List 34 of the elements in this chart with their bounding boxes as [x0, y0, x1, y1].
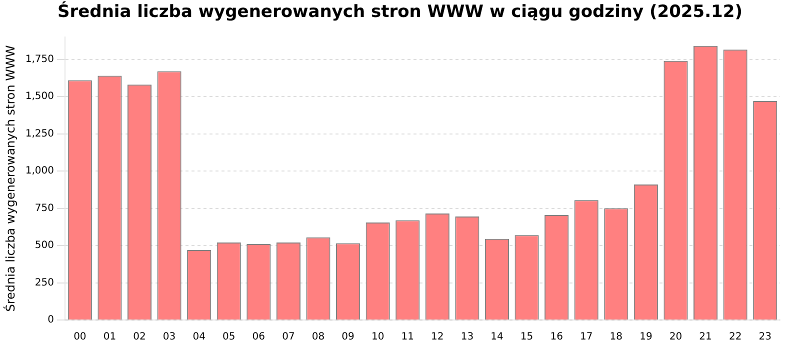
x-tick-label: 18	[610, 332, 623, 343]
x-tick-label: 02	[133, 332, 146, 343]
x-tick-label: 09	[342, 332, 354, 343]
x-tick-label: 22	[728, 332, 742, 343]
x-tick-label: 15	[520, 332, 534, 343]
x-tick-label: 01	[103, 332, 116, 343]
x-tick-label: 20	[669, 332, 682, 343]
x-tick-label: 19	[640, 332, 652, 343]
x-tick-label: 03	[162, 332, 176, 343]
x-tick-label: 08	[312, 332, 325, 343]
x-tick-label: 00	[74, 332, 86, 343]
y-axis-title: Średnia liczba wygenerowanych stron WWW	[2, 45, 18, 312]
chart-title: Średnia liczba wygenerowanych stron WWW w ciągu godziny (2025.12)	[56, 2, 744, 22]
y-tick-label: 500	[34, 240, 54, 252]
y-tick-label: 1,250	[25, 128, 54, 140]
x-tick-label: 07	[282, 332, 295, 343]
x-tick-label: 11	[401, 332, 414, 343]
x-tick-label: 05	[222, 332, 236, 343]
x-tick-label: 16	[550, 332, 563, 343]
x-tick-label: 04	[192, 332, 206, 343]
x-tick-label: 13	[460, 332, 474, 343]
y-tick-label: 750	[34, 202, 54, 214]
x-tick-label: 12	[431, 332, 444, 343]
x-tick-label: 14	[490, 332, 504, 343]
x-tick-label: 23	[758, 332, 772, 343]
y-tick-label: 1,500	[25, 91, 54, 102]
y-tick-label: 250	[34, 277, 54, 288]
x-tick-label: 06	[252, 332, 266, 343]
y-tick-label: 1,750	[25, 54, 54, 65]
y-tick-label: 0	[48, 314, 54, 326]
y-tick-label: 1,000	[25, 166, 54, 177]
x-tick-label: 10	[371, 332, 384, 343]
x-tick-label: 17	[580, 332, 593, 343]
x-tick-label: 21	[699, 332, 712, 343]
